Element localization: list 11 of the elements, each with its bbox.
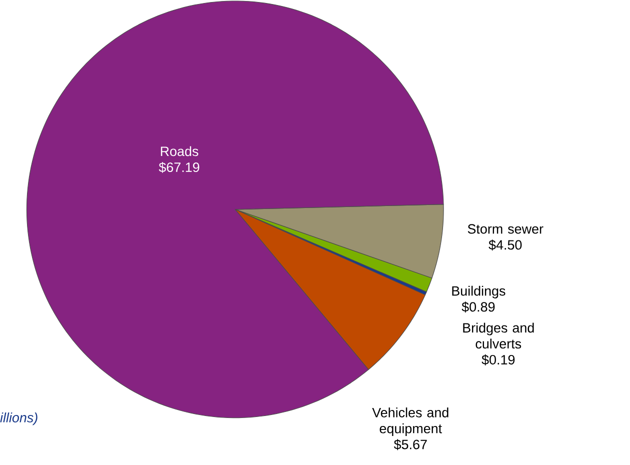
slice-label: Buildings bbox=[452, 286, 506, 299]
data-label: $4.50 bbox=[488, 240, 522, 251]
data-label: $0.89 bbox=[462, 302, 495, 313]
data-label: $5.67 bbox=[394, 439, 427, 450]
data-label: $67.19 bbox=[158, 162, 200, 174]
slice-label: Bridges and culverts bbox=[463, 322, 534, 349]
data-label: $0.19 bbox=[482, 354, 515, 366]
text: illions) bbox=[0, 412, 38, 426]
slice-label: Storm sewer bbox=[468, 224, 544, 234]
slice-label: Vehicles and equipment bbox=[372, 408, 448, 436]
slice-label: Roads bbox=[160, 146, 198, 156]
